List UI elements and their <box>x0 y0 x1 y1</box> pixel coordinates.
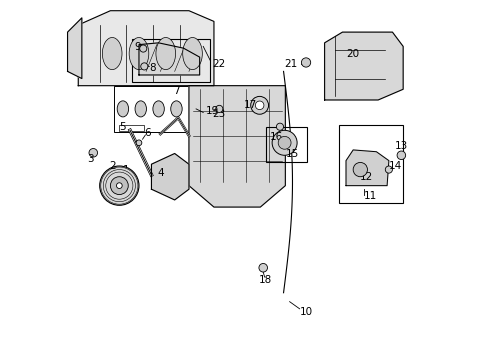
Bar <box>338 125 402 203</box>
Text: 15: 15 <box>285 149 298 159</box>
Circle shape <box>139 45 147 52</box>
Text: 5: 5 <box>120 122 126 132</box>
Polygon shape <box>324 32 402 100</box>
Polygon shape <box>78 11 213 86</box>
Ellipse shape <box>182 37 202 70</box>
Text: 19: 19 <box>206 106 219 116</box>
Circle shape <box>384 166 392 173</box>
Text: 10: 10 <box>300 307 313 317</box>
Bar <box>265 127 306 162</box>
Circle shape <box>136 140 141 146</box>
Circle shape <box>278 136 290 149</box>
Text: 4: 4 <box>157 168 164 178</box>
Circle shape <box>215 105 223 112</box>
Bar <box>119 125 143 131</box>
Text: 12: 12 <box>360 172 373 182</box>
Circle shape <box>301 58 310 67</box>
Circle shape <box>258 263 267 272</box>
Text: 22: 22 <box>212 59 225 69</box>
Text: 20: 20 <box>346 49 359 59</box>
Text: 23: 23 <box>212 109 225 119</box>
Circle shape <box>272 130 297 155</box>
Text: 11: 11 <box>363 191 377 201</box>
Text: 21: 21 <box>284 59 297 69</box>
Text: 17: 17 <box>243 100 256 110</box>
Text: 6: 6 <box>144 128 151 138</box>
Polygon shape <box>67 18 82 79</box>
Ellipse shape <box>129 37 149 70</box>
Text: 2: 2 <box>109 161 115 171</box>
Ellipse shape <box>102 37 122 70</box>
Circle shape <box>116 183 122 188</box>
Text: 3: 3 <box>87 154 94 164</box>
Ellipse shape <box>156 37 175 70</box>
Bar <box>114 86 196 132</box>
Polygon shape <box>151 154 189 200</box>
Circle shape <box>255 101 263 110</box>
Text: 8: 8 <box>150 63 156 73</box>
Text: 9: 9 <box>134 42 140 52</box>
Circle shape <box>140 63 148 70</box>
Ellipse shape <box>135 101 146 117</box>
Text: 1: 1 <box>123 165 130 175</box>
Circle shape <box>100 166 139 205</box>
Circle shape <box>396 151 405 160</box>
Ellipse shape <box>117 101 128 117</box>
Circle shape <box>250 96 268 114</box>
Circle shape <box>352 162 367 177</box>
Text: 18: 18 <box>258 275 272 285</box>
Circle shape <box>89 149 97 157</box>
Bar <box>132 39 210 82</box>
Ellipse shape <box>152 101 164 117</box>
Polygon shape <box>189 86 285 207</box>
Text: 13: 13 <box>394 141 407 151</box>
Text: 16: 16 <box>269 132 283 142</box>
Circle shape <box>110 177 128 195</box>
Ellipse shape <box>170 101 182 117</box>
Text: 14: 14 <box>388 161 401 171</box>
Circle shape <box>276 123 283 130</box>
Polygon shape <box>345 150 388 186</box>
Text: 7: 7 <box>173 86 180 96</box>
Polygon shape <box>139 43 199 75</box>
